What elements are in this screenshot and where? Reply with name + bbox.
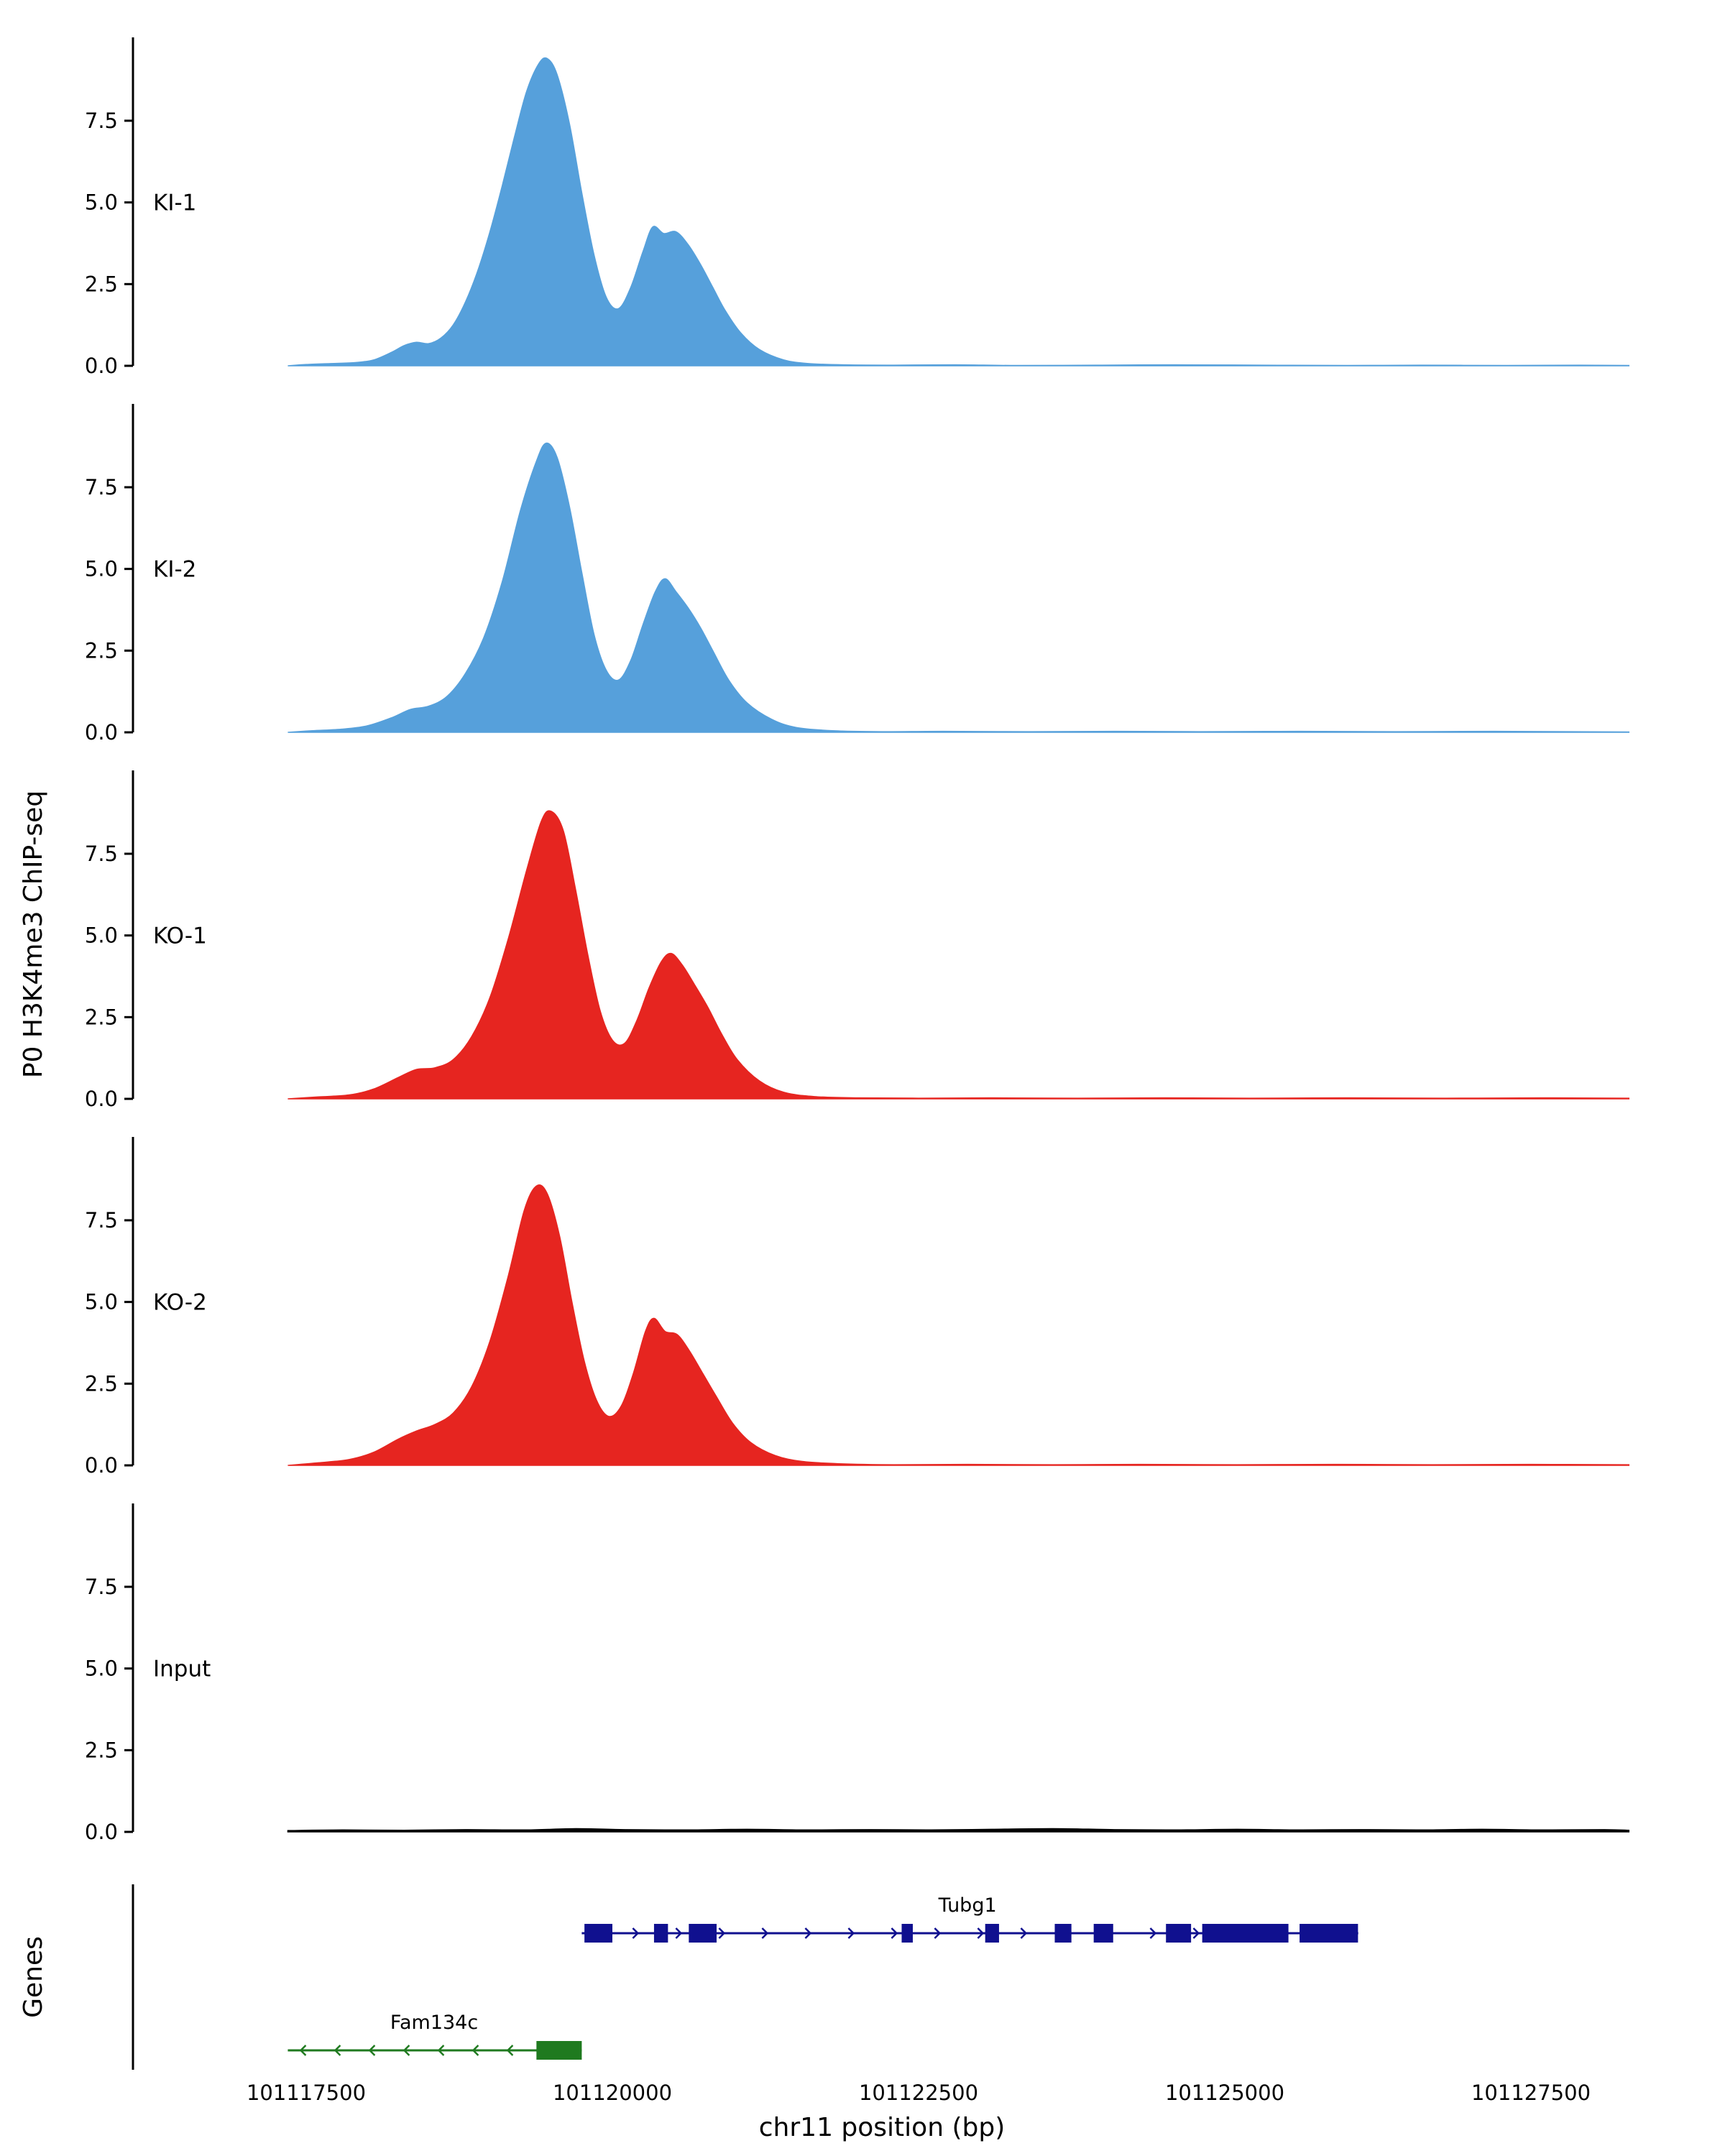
track-label: Input	[153, 1657, 211, 1682]
strand-arrow-icon	[934, 1927, 942, 1939]
exon-box	[1202, 1924, 1289, 1943]
y-tick-label: 7.5	[85, 842, 118, 866]
y-tick-label: 0.0	[85, 720, 118, 745]
strand-arrow-icon	[1192, 1927, 1200, 1939]
x-tick-label: 101120000	[553, 2081, 672, 2105]
exon-box	[584, 1924, 612, 1943]
track-label: KO-1	[153, 923, 207, 949]
strand-arrow-icon	[891, 1927, 898, 1939]
strand-arrow-icon	[977, 1927, 985, 1939]
track-label: KI-1	[153, 190, 196, 216]
strand-arrow-icon	[437, 2045, 445, 2056]
exon-box	[985, 1924, 999, 1943]
strand-arrow-icon	[506, 2045, 514, 2056]
y-tick-label: 7.5	[85, 1208, 118, 1233]
gene-models-panel: Tubg1 Fam134c	[132, 1884, 1358, 2070]
x-tick-label: 101127500	[1471, 2081, 1591, 2105]
y-tick-label: 2.5	[85, 638, 118, 663]
y-tick-label: 7.5	[85, 1575, 118, 1599]
strand-arrow-icon	[402, 2045, 410, 2056]
y-tick-label: 0.0	[85, 354, 118, 378]
x-axis: 101117500 101120000 101122500 101125000 1011…	[247, 2081, 1591, 2105]
gene-name-label: Tubg1	[938, 1894, 997, 1917]
coverage-area	[288, 810, 1630, 1100]
genes-axis-label: Genes	[19, 1936, 48, 2018]
strand-arrow-icon	[472, 2045, 479, 2056]
y-axis-label: P0 H3K4me3 ChIP-seq	[19, 791, 48, 1078]
strand-arrow-icon	[1149, 1927, 1157, 1939]
strand-arrow-icon	[632, 1927, 640, 1939]
track-KI-1: 0.0 2.5 5.0 7.5 KI-1	[85, 37, 1630, 378]
coverage-area	[288, 442, 1630, 733]
strand-arrow-icon	[847, 1927, 855, 1939]
y-tick-label: 2.5	[85, 1005, 118, 1029]
y-tick-label: 0.0	[85, 1820, 118, 1844]
gene-Tubg1: Tubg1	[581, 1894, 1358, 1943]
x-tick-label: 101117500	[247, 2081, 366, 2105]
strand-arrow-icon	[718, 1927, 726, 1939]
track-KI-2: 0.0 2.5 5.0 7.5 KI-2	[85, 404, 1630, 745]
exon-box	[653, 1924, 668, 1943]
gene-name-label: Fam134c	[390, 2012, 478, 2034]
coverage-area	[288, 1184, 1630, 1466]
exon-box	[1093, 1924, 1113, 1943]
track-KO-1: 0.0 2.5 5.0 7.5 KO-1	[85, 770, 1630, 1111]
exon-box	[1054, 1924, 1072, 1943]
y-tick-label: 5.0	[85, 1657, 118, 1681]
track-label: KI-2	[153, 557, 196, 583]
x-axis-label: chr11 position (bp)	[759, 2113, 1006, 2142]
strand-arrow-icon	[761, 1927, 769, 1939]
coverage-tracks: 0.0 2.5 5.0 7.5 KI-1 0.0 2.5 5.0 7.5 KI-2 0.0 2.5 5.…	[85, 37, 1630, 1844]
gene-Fam134c: Fam134c	[288, 2012, 582, 2060]
y-tick-label: 5.0	[85, 190, 118, 215]
y-tick-label: 0.0	[85, 1453, 118, 1478]
strand-arrow-icon	[804, 1927, 812, 1939]
y-tick-label: 2.5	[85, 1371, 118, 1396]
strand-arrow-icon	[1020, 1927, 1028, 1939]
strand-arrow-icon	[334, 2045, 341, 2056]
exon-box	[536, 2041, 582, 2060]
exon-box	[1166, 1924, 1192, 1943]
exon-box	[901, 1924, 913, 1943]
coverage-area	[287, 1828, 1630, 1833]
coverage-area	[288, 57, 1630, 367]
y-tick-label: 5.0	[85, 923, 118, 948]
y-tick-label: 2.5	[85, 272, 118, 296]
track-Input: 0.0 2.5 5.0 7.5 Input	[85, 1503, 1630, 1844]
y-tick-label: 5.0	[85, 557, 118, 581]
exon-box	[689, 1924, 717, 1943]
exon-box	[1300, 1924, 1358, 1943]
y-tick-label: 7.5	[85, 109, 118, 133]
x-tick-label: 101122500	[859, 2081, 978, 2105]
x-tick-label: 101125000	[1165, 2081, 1284, 2105]
strand-arrow-icon	[299, 2045, 307, 2056]
y-tick-label: 7.5	[85, 475, 118, 499]
track-KO-2: 0.0 2.5 5.0 7.5 KO-2	[85, 1137, 1630, 1478]
y-tick-label: 0.0	[85, 1087, 118, 1111]
y-tick-label: 5.0	[85, 1290, 118, 1314]
y-tick-label: 2.5	[85, 1738, 118, 1762]
strand-arrow-icon	[368, 2045, 376, 2056]
track-label: KO-2	[153, 1290, 207, 1316]
strand-arrow-icon	[675, 1927, 683, 1939]
